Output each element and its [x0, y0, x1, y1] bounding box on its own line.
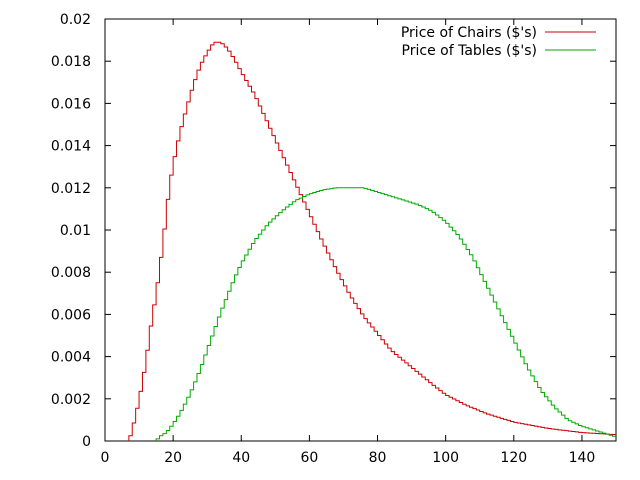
legend-label: Price of Chairs ($'s): [401, 25, 537, 41]
x-tick-label: 120: [500, 450, 527, 466]
y-tick-label: 0.02: [60, 12, 91, 28]
y-tick-label: 0.004: [51, 350, 91, 366]
series-line-tables: [155, 187, 616, 441]
series-layer: [128, 41, 616, 441]
y-tick-label: 0.002: [51, 392, 91, 408]
y-tick-label: 0.014: [51, 139, 91, 155]
axis-tick-labels: 0 20 40 60 80 100 120 140 0 0.002 0.004 0.006 0.008 0…: [51, 12, 595, 466]
plot-frame: [104, 18, 617, 442]
x-tick-label: 100: [432, 450, 459, 466]
x-tick-label: 60: [300, 450, 318, 466]
y-tick-label: 0: [82, 434, 91, 450]
legend: Price of Chairs ($'s) Price of Tables ($'…: [401, 25, 596, 59]
legend-label: Price of Tables ($'s): [402, 43, 537, 59]
y-tick-label: 0.01: [60, 223, 91, 239]
axis-ticks: [104, 18, 616, 442]
x-tick-label: 20: [164, 450, 182, 466]
x-tick-label: 80: [369, 450, 387, 466]
y-tick-label: 0.018: [51, 54, 91, 70]
y-tick-label: 0.016: [51, 96, 91, 112]
y-tick-label: 0.006: [51, 307, 91, 323]
x-tick-label: 0: [101, 450, 110, 466]
series-line-chairs: [128, 41, 616, 441]
x-tick-label: 140: [569, 450, 596, 466]
x-tick-label: 40: [232, 450, 250, 466]
y-tick-label: 0.008: [51, 265, 91, 281]
y-tick-label: 0.012: [51, 181, 91, 197]
